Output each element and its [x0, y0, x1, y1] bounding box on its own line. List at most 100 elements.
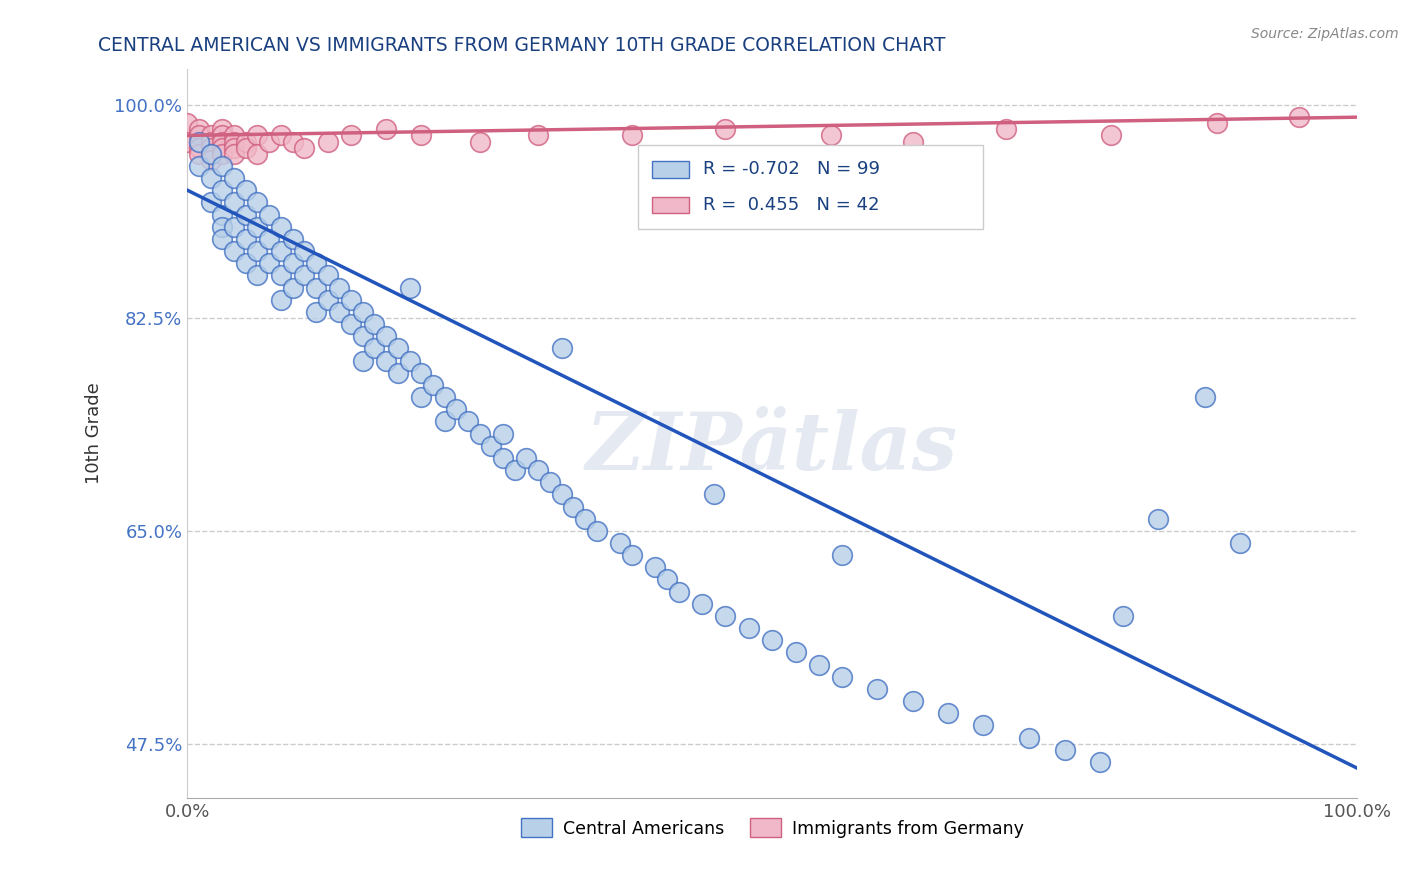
Bar: [651, 196, 689, 213]
Point: [901, 694, 924, 708]
Point: [398, 353, 420, 368]
Point: [972, 718, 994, 732]
Point: [257, 232, 280, 246]
Point: [1288, 110, 1310, 124]
Point: [222, 171, 245, 186]
Point: [200, 128, 222, 143]
Point: [235, 140, 257, 154]
Point: [200, 171, 222, 186]
Point: [668, 584, 690, 599]
Point: [398, 280, 420, 294]
Point: [281, 135, 304, 149]
Point: [292, 268, 315, 283]
Point: [609, 536, 631, 550]
Point: [831, 670, 853, 684]
Point: [457, 414, 479, 428]
Point: [292, 244, 315, 258]
Point: [1205, 116, 1227, 130]
Point: [655, 573, 678, 587]
Point: [246, 195, 269, 210]
Point: [257, 207, 280, 221]
Point: [222, 244, 245, 258]
Point: [375, 353, 398, 368]
Point: [714, 609, 737, 624]
Point: [211, 219, 233, 234]
Point: [1112, 609, 1135, 624]
Point: [492, 426, 515, 441]
Point: [328, 280, 350, 294]
Point: [188, 159, 211, 173]
Point: [538, 475, 561, 490]
Point: [550, 342, 572, 356]
Point: [340, 317, 363, 331]
Point: [340, 128, 363, 143]
Point: [316, 268, 339, 283]
Point: [292, 140, 315, 154]
Point: [481, 439, 503, 453]
Point: [270, 293, 292, 307]
Point: [1018, 731, 1040, 745]
Point: [235, 135, 257, 149]
Point: [188, 146, 211, 161]
Point: [281, 280, 304, 294]
Point: [785, 645, 807, 659]
Point: [714, 122, 737, 136]
Point: [188, 135, 211, 149]
Point: [188, 122, 211, 136]
Point: [246, 146, 269, 161]
Point: [211, 207, 233, 221]
Point: [281, 232, 304, 246]
Point: [222, 219, 245, 234]
Point: [562, 500, 585, 514]
Point: [375, 122, 398, 136]
Point: [200, 195, 222, 210]
Point: [200, 140, 222, 154]
Point: [222, 195, 245, 210]
Point: [1099, 128, 1122, 143]
Point: [211, 183, 233, 197]
Point: [807, 657, 830, 672]
Point: [211, 146, 233, 161]
Point: [200, 146, 222, 161]
Point: [433, 414, 456, 428]
Point: [503, 463, 526, 477]
Y-axis label: 10th Grade: 10th Grade: [86, 383, 103, 484]
Point: [515, 450, 537, 465]
Point: [211, 135, 233, 149]
Point: [936, 706, 959, 721]
Point: [246, 128, 269, 143]
Point: [270, 268, 292, 283]
Point: [433, 390, 456, 404]
Point: [411, 366, 433, 380]
Point: [411, 128, 433, 143]
Text: R = -0.702   N = 99: R = -0.702 N = 99: [703, 161, 880, 178]
Bar: [637, 145, 983, 229]
Point: [1147, 511, 1170, 525]
Text: Source: ZipAtlas.com: Source: ZipAtlas.com: [1251, 27, 1399, 41]
Point: [222, 146, 245, 161]
Point: [340, 293, 363, 307]
Point: [352, 353, 374, 368]
Point: [831, 548, 853, 562]
Point: [387, 342, 409, 356]
Point: [257, 135, 280, 149]
Point: [411, 390, 433, 404]
Point: [492, 450, 515, 465]
Point: [422, 377, 444, 392]
Point: [352, 329, 374, 343]
Point: [211, 140, 233, 154]
Point: [468, 135, 491, 149]
Point: [761, 633, 783, 648]
Point: [387, 366, 409, 380]
Point: [316, 293, 339, 307]
Text: R =  0.455   N = 42: R = 0.455 N = 42: [703, 195, 880, 214]
Point: [246, 219, 269, 234]
Point: [235, 207, 257, 221]
Point: [211, 159, 233, 173]
Point: [305, 305, 328, 319]
Point: [550, 487, 572, 501]
Point: [644, 560, 666, 574]
Point: [305, 256, 328, 270]
Text: ZIPätlas: ZIPätlas: [586, 409, 959, 487]
Bar: [651, 161, 689, 178]
